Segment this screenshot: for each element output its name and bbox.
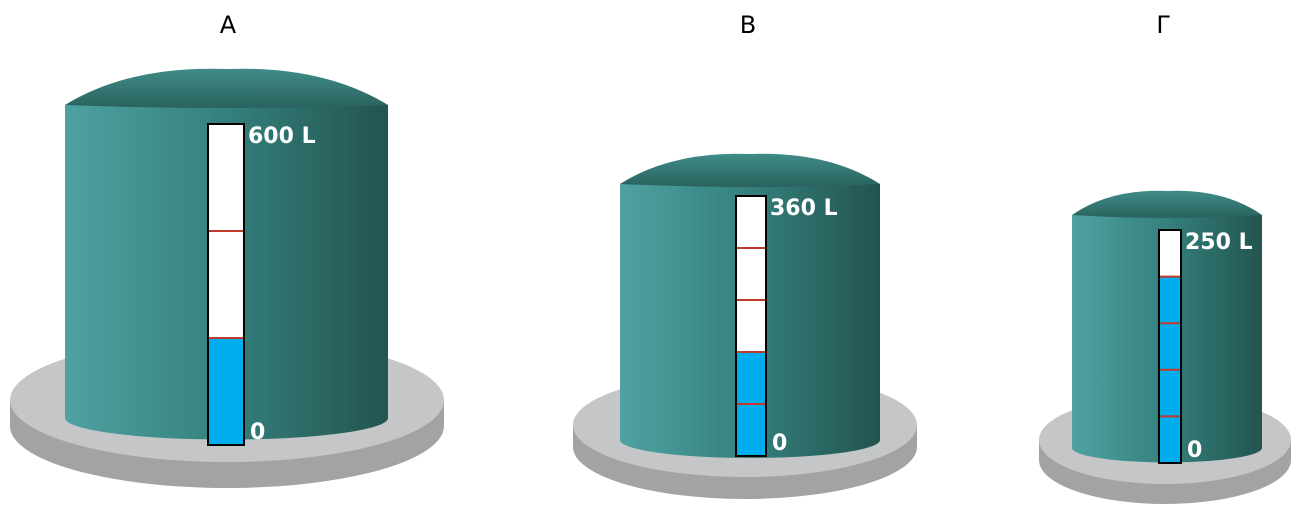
- capacity-label: 250 L: [1185, 230, 1253, 255]
- zero-label: 0: [1187, 438, 1202, 463]
- gauge-fill: [209, 338, 243, 444]
- tank-dome: [65, 69, 388, 108]
- capacity-label: 600 L: [248, 124, 316, 149]
- tank-label: Β: [740, 11, 756, 39]
- zero-label: 0: [250, 420, 265, 445]
- tank-dome: [620, 154, 880, 187]
- tank-label: Α: [220, 11, 237, 39]
- tank-dome: [1072, 191, 1262, 218]
- tank-label: Γ: [1156, 11, 1170, 39]
- zero-label: 0: [772, 431, 787, 456]
- tanks-diagram: Α 600 L 0 Β 360 L 0 Γ 250 L 0: [0, 0, 1297, 512]
- capacity-label: 360 L: [770, 196, 838, 221]
